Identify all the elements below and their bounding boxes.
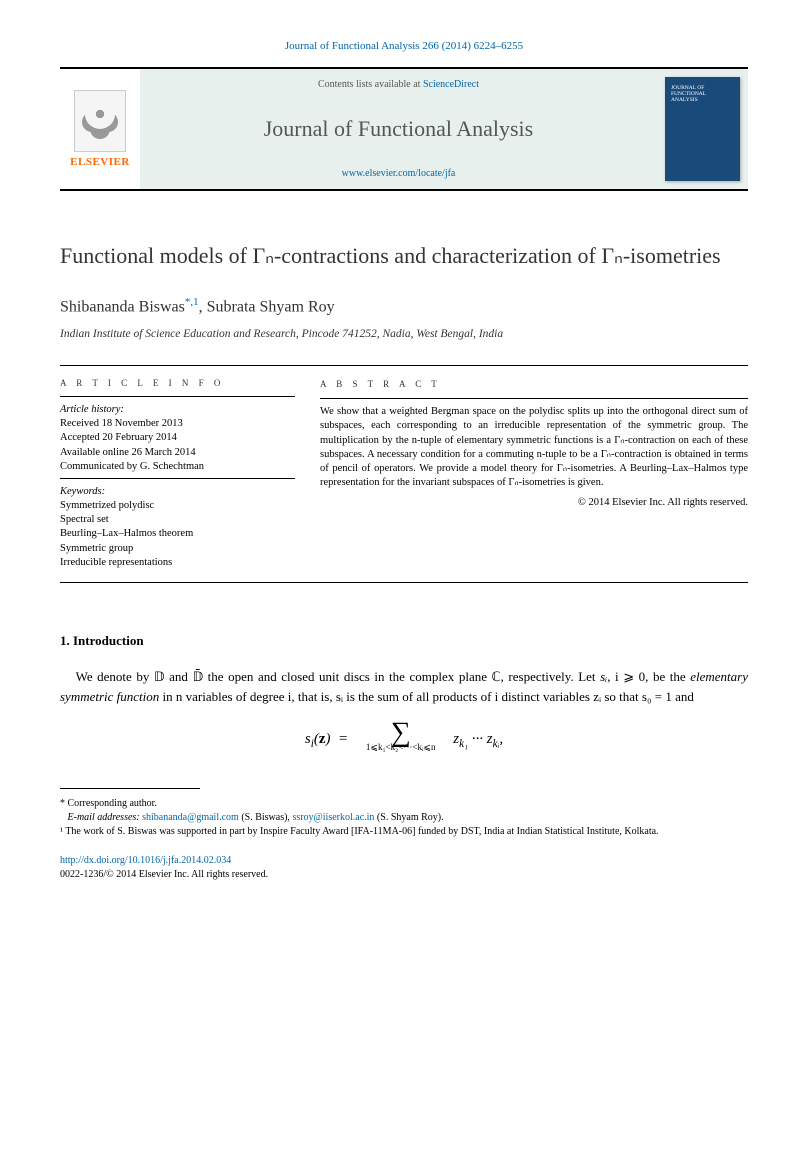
doi-block: http://dx.doi.org/10.1016/j.jfa.2014.02.… <box>60 854 748 882</box>
article-info-column: A R T I C L E I N F O Article history: R… <box>60 366 295 582</box>
email-label: E-mail addresses: <box>68 812 140 823</box>
history-label: Article history: <box>60 403 295 417</box>
p1-part-e: in n variables of degree i, that is, sᵢ … <box>159 689 694 704</box>
corresponding-author-note: * Corresponding author. <box>60 797 748 811</box>
abstract-copyright: © 2014 Elsevier Inc. All rights reserved… <box>320 496 748 510</box>
journal-homepage-link[interactable]: www.elsevier.com/locate/jfa <box>140 168 657 179</box>
keyword-5: Irreducible representations <box>60 556 295 570</box>
author-1-marks[interactable]: *,1 <box>185 296 199 308</box>
p1-part-c: , i ⩾ 0, be the <box>607 669 690 684</box>
intro-paragraph-1: We denote by 𝔻 and 𝔻̄ the open and close… <box>60 667 748 707</box>
author-2[interactable]: , Subrata Shyam Roy <box>199 298 335 315</box>
keywords-label: Keywords: <box>60 485 295 499</box>
email-1[interactable]: shibananda@gmail.com <box>142 812 239 823</box>
footnote-1: ¹ The work of S. Biswas was supported in… <box>60 825 748 839</box>
keyword-4: Symmetric group <box>60 542 295 556</box>
p1-part-a: We denote by 𝔻 and 𝔻̄ the open and close… <box>76 669 601 684</box>
footnotes-block: * Corresponding author. E-mail addresses… <box>60 797 748 839</box>
abstract-text: We show that a weighted Bergman space on… <box>320 398 748 490</box>
article-title: Functional models of Γₙ-contractions and… <box>60 241 748 271</box>
abstract-column: A B S T R A C T We show that a weighted … <box>320 366 748 582</box>
authors-line: Shibananda Biswas*,1, Subrata Shyam Roy <box>60 296 748 316</box>
footnote-separator <box>60 788 200 789</box>
sum-subscript: 1⩽k₁<k₂<···<kᵢ⩽n <box>366 742 436 753</box>
elsevier-label: ELSEVIER <box>70 156 130 168</box>
contents-available-line: Contents lists available at ScienceDirec… <box>140 79 657 90</box>
article-history-block: Article history: Received 18 November 20… <box>60 396 295 474</box>
email-line: E-mail addresses: shibananda@gmail.com (… <box>60 811 748 825</box>
header-center: Contents lists available at ScienceDirec… <box>140 69 657 189</box>
top-citation[interactable]: Journal of Functional Analysis 266 (2014… <box>60 40 748 52</box>
keyword-3: Beurling–Lax–Halmos theorem <box>60 527 295 541</box>
equation-1: si(z) = ∑ 1⩽k₁<k₂<···<kᵢ⩽n zk₁ ··· zkᵢ, <box>60 725 748 753</box>
journal-cover-thumb[interactable]: JOURNAL OF FUNCTIONAL ANALYSIS <box>665 77 740 181</box>
author-1[interactable]: Shibananda Biswas <box>60 298 185 315</box>
journal-header: ELSEVIER Contents lists available at Sci… <box>60 67 748 191</box>
received-date: Received 18 November 2013 <box>60 417 295 431</box>
issn-copyright: 0022-1236/© 2014 Elsevier Inc. All right… <box>60 868 748 882</box>
online-date: Available online 26 March 2014 <box>60 446 295 460</box>
abstract-heading: A B S T R A C T <box>320 378 748 390</box>
eq-rhs: zk₁ ··· zkᵢ, <box>453 731 503 747</box>
email-2[interactable]: ssroy@iiserkol.ac.in <box>292 812 374 823</box>
section-1-heading: 1. Introduction <box>60 633 748 649</box>
doi-link[interactable]: http://dx.doi.org/10.1016/j.jfa.2014.02.… <box>60 855 231 866</box>
article-info-heading: A R T I C L E I N F O <box>60 378 295 388</box>
keyword-2: Spectral set <box>60 513 295 527</box>
communicated-by: Communicated by G. Schechtman <box>60 460 295 474</box>
keywords-block: Keywords: Symmetrized polydisc Spectral … <box>60 478 295 570</box>
elsevier-logo[interactable]: ELSEVIER <box>60 69 140 189</box>
affiliation: Indian Institute of Science Education an… <box>60 328 748 340</box>
sciencedirect-link[interactable]: ScienceDirect <box>423 79 479 90</box>
email-1-who: (S. Biswas), <box>239 812 293 823</box>
elsevier-tree-icon <box>74 90 126 152</box>
cover-thumb-label: JOURNAL OF FUNCTIONAL ANALYSIS <box>671 85 706 103</box>
sum-symbol-block: ∑ 1⩽k₁<k₂<···<kᵢ⩽n <box>366 725 436 753</box>
accepted-date: Accepted 20 February 2014 <box>60 431 295 445</box>
eq-lhs: si(z) = <box>305 731 348 747</box>
page-container: Journal of Functional Analysis 266 (2014… <box>0 0 808 912</box>
journal-name: Journal of Functional Analysis <box>140 116 657 142</box>
keyword-1: Symmetrized polydisc <box>60 499 295 513</box>
email-2-who: (S. Shyam Roy). <box>374 812 443 823</box>
info-abstract-row: A R T I C L E I N F O Article history: R… <box>60 365 748 583</box>
contents-prefix: Contents lists available at <box>318 79 423 90</box>
